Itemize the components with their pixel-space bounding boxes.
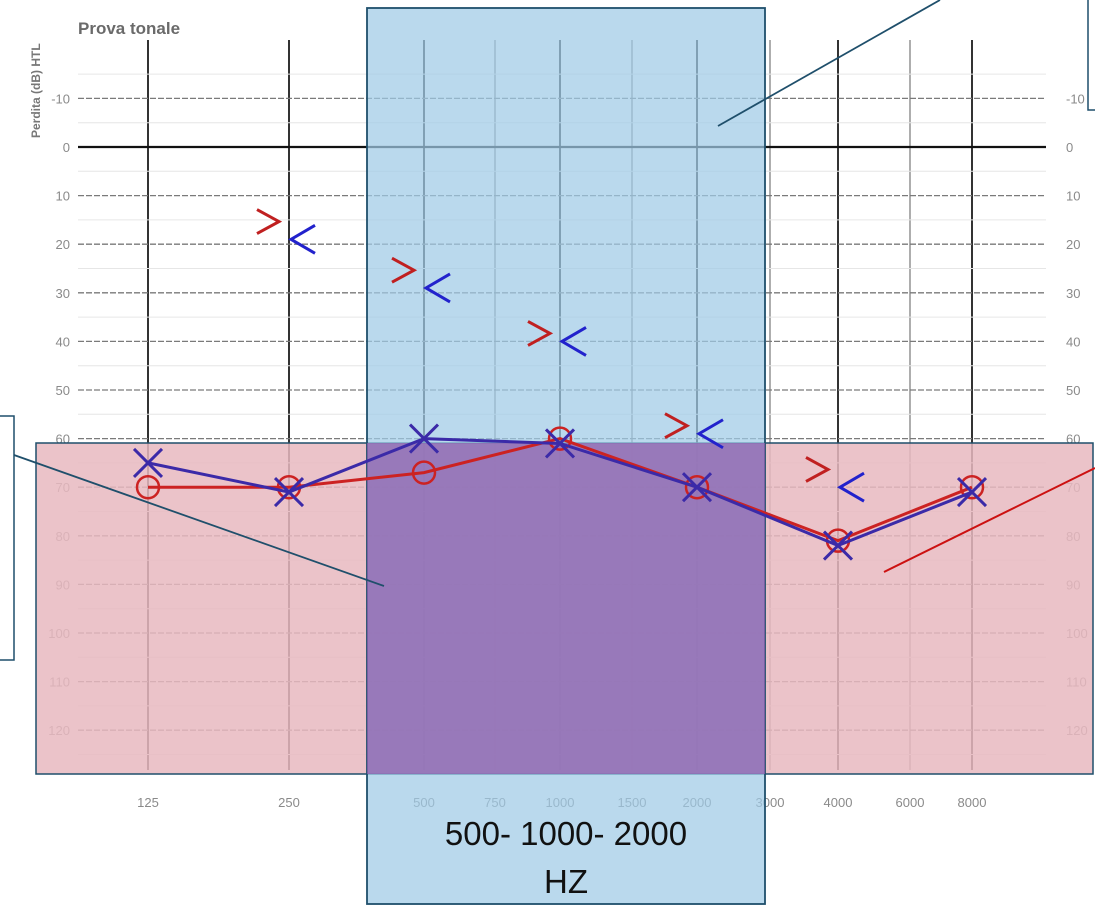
y-tick-left: -10 xyxy=(51,91,70,106)
leader-line-top xyxy=(717,0,941,127)
y-tick-right: 50 xyxy=(1066,383,1080,398)
data-point-circle xyxy=(959,474,985,500)
series-circle-line xyxy=(148,437,973,543)
data-point-circle xyxy=(135,474,161,500)
data-point-bone-right xyxy=(664,412,691,440)
data-point-bone-left xyxy=(696,418,724,450)
data-point-circle xyxy=(547,426,573,451)
y-tick-left: 30 xyxy=(56,286,70,301)
data-point-bone-left xyxy=(423,272,451,304)
y-tick-left: 0 xyxy=(63,140,70,155)
x-tick: 6000 xyxy=(896,795,925,810)
callout-frame-left xyxy=(0,415,15,661)
data-point-x xyxy=(132,447,164,478)
leader-line-left xyxy=(13,454,385,587)
band-annotation-line1: 500- 1000- 2000 xyxy=(445,815,687,852)
data-point-bone-right xyxy=(527,320,554,347)
y-axis-label: Perdita (dB) HTL xyxy=(29,43,43,138)
y-tick-left: 20 xyxy=(56,237,70,252)
data-point-x xyxy=(408,423,440,454)
data-point-bone-right xyxy=(391,256,418,284)
band-annotation-line2: HZ xyxy=(544,863,588,900)
y-tick-right: 0 xyxy=(1066,140,1073,155)
y-tick-right: -10 xyxy=(1066,91,1085,106)
data-point-bone-left xyxy=(288,224,316,255)
x-tick: 4000 xyxy=(824,795,853,810)
y-tick-right: 10 xyxy=(1066,189,1080,204)
callouts xyxy=(0,0,1095,661)
data-point-bone-left xyxy=(559,326,587,357)
chart-title: Prova tonale xyxy=(78,19,180,38)
data-point-circle xyxy=(411,460,437,485)
data-point-bone-left xyxy=(837,471,865,503)
data-point-x xyxy=(273,476,305,508)
callout-frame-top-right xyxy=(1087,0,1095,111)
data-point-x xyxy=(822,530,854,561)
y-tick-left: 50 xyxy=(56,383,70,398)
x-tick: 250 xyxy=(278,795,300,810)
y-tick-right: 40 xyxy=(1066,334,1080,349)
y-tick-left: 40 xyxy=(56,334,70,349)
data-point-circle xyxy=(684,474,710,500)
y-tick-right: 30 xyxy=(1066,286,1080,301)
y-tick-left: 10 xyxy=(56,189,70,204)
data-point-x xyxy=(956,476,988,508)
leader-line-right xyxy=(883,467,1095,573)
y-tick-right: 20 xyxy=(1066,237,1080,252)
x-tick: 8000 xyxy=(958,795,987,810)
data-point-x xyxy=(544,428,576,459)
series-group xyxy=(132,208,988,561)
data-point-bone-right xyxy=(256,208,283,235)
x-tick: 125 xyxy=(137,795,159,810)
data-point-bone-right xyxy=(805,456,832,483)
data-point-x xyxy=(681,472,713,503)
